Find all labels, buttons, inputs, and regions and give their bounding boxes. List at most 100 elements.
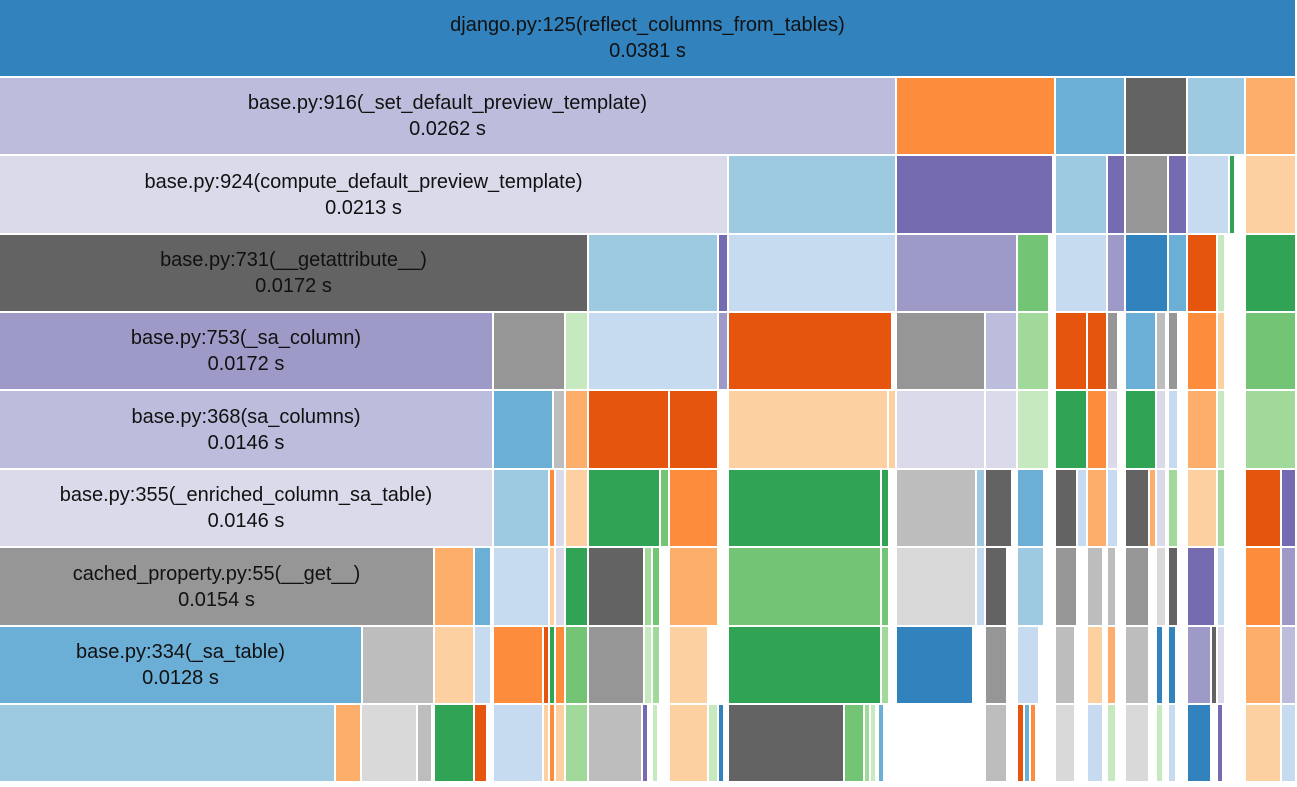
frame-block[interactable] [556, 705, 566, 783]
frame-block[interactable] [1126, 78, 1188, 156]
frame-block[interactable] [1218, 470, 1226, 548]
frame-block[interactable] [670, 548, 719, 627]
frame-block[interactable] [1188, 235, 1218, 313]
frame-block[interactable] [897, 313, 986, 391]
frame-block[interactable] [897, 627, 974, 705]
frame-block[interactable] [1218, 313, 1226, 391]
frame-block[interactable] [554, 391, 566, 470]
frame-block[interactable] [1169, 705, 1177, 783]
frame-block[interactable] [1188, 627, 1212, 705]
frame-getattribute[interactable]: base.py:731(__getattribute__) 0.0172 s [0, 235, 589, 313]
frame-block[interactable] [1157, 313, 1167, 391]
frame-reflect-columns-from-tables[interactable]: django.py:125(reflect_columns_from_table… [0, 0, 1297, 78]
frame-block[interactable] [661, 470, 670, 548]
frame-block[interactable] [1025, 705, 1031, 783]
frame-block[interactable] [1108, 156, 1126, 235]
frame-block[interactable] [1126, 705, 1150, 783]
frame-block[interactable] [475, 627, 492, 705]
frame-block[interactable] [1282, 548, 1297, 627]
frame-block[interactable] [845, 705, 865, 783]
frame-block[interactable] [589, 627, 645, 705]
frame-block[interactable] [1246, 156, 1297, 235]
frame-block[interactable] [897, 391, 986, 470]
frame-block[interactable] [556, 470, 566, 548]
frame-block[interactable] [882, 627, 890, 705]
frame-block[interactable] [589, 705, 643, 783]
frame-block[interactable] [719, 313, 729, 391]
frame-block[interactable] [0, 705, 336, 783]
frame-block[interactable] [1078, 470, 1088, 548]
frame-block[interactable] [729, 705, 845, 783]
frame-block[interactable] [977, 470, 986, 548]
frame-block[interactable] [1246, 313, 1297, 391]
frame-block[interactable] [882, 470, 890, 548]
frame-block[interactable] [1056, 627, 1076, 705]
frame-block[interactable] [986, 313, 1018, 391]
frame-block[interactable] [1157, 548, 1167, 627]
frame-block[interactable] [1056, 313, 1088, 391]
frame-block[interactable] [435, 548, 475, 627]
frame-block[interactable] [1188, 78, 1246, 156]
frame-block[interactable] [1018, 391, 1050, 470]
frame-block[interactable] [566, 627, 589, 705]
frame-block[interactable] [1108, 313, 1119, 391]
frame-block[interactable] [1056, 470, 1078, 548]
frame-block[interactable] [897, 235, 1018, 313]
frame-block[interactable] [1246, 705, 1282, 783]
frame-block[interactable] [494, 705, 544, 783]
frame-block[interactable] [653, 627, 661, 705]
frame-block[interactable] [1088, 705, 1104, 783]
frame-block[interactable] [879, 705, 885, 783]
frame-block[interactable] [1212, 627, 1218, 705]
frame-block[interactable] [1018, 313, 1050, 391]
frame-block[interactable] [589, 313, 719, 391]
frame-block[interactable] [729, 391, 889, 470]
frame-block[interactable] [566, 313, 589, 391]
frame-block[interactable] [729, 235, 897, 313]
frame-block[interactable] [1188, 470, 1218, 548]
frame-block[interactable] [556, 627, 566, 705]
frame-block[interactable] [1230, 156, 1236, 235]
frame-block[interactable] [589, 470, 661, 548]
frame-block[interactable] [1031, 705, 1037, 783]
frame-block[interactable] [494, 548, 550, 627]
frame-block[interactable] [1169, 156, 1188, 235]
frame-block[interactable] [1150, 470, 1157, 548]
frame-block[interactable] [729, 627, 882, 705]
frame-block[interactable] [544, 627, 550, 705]
frame-block[interactable] [1018, 548, 1045, 627]
frame-block[interactable] [729, 313, 893, 391]
frame-block[interactable] [475, 548, 492, 627]
frame-block[interactable] [1246, 548, 1282, 627]
frame-block[interactable] [1169, 235, 1188, 313]
frame-block[interactable] [1056, 78, 1126, 156]
frame-block[interactable] [1188, 156, 1230, 235]
frame-block[interactable] [556, 548, 566, 627]
frame-block[interactable] [435, 705, 475, 783]
frame-block[interactable] [1126, 313, 1157, 391]
frame-block[interactable] [1169, 470, 1179, 548]
frame-block[interactable] [1126, 548, 1150, 627]
frame-block[interactable] [336, 705, 362, 783]
frame-block[interactable] [643, 705, 649, 783]
frame-block[interactable] [719, 705, 725, 783]
frame-block[interactable] [1056, 548, 1078, 627]
frame-block[interactable] [871, 705, 877, 783]
frame-sa-table[interactable]: base.py:334(_sa_table) 0.0128 s [0, 627, 363, 705]
frame-block[interactable] [494, 391, 554, 470]
frame-block[interactable] [1246, 391, 1297, 470]
frame-block[interactable] [1157, 627, 1164, 705]
frame-block[interactable] [1188, 391, 1218, 470]
frame-block[interactable] [1246, 470, 1282, 548]
frame-block[interactable] [1126, 156, 1169, 235]
frame-block[interactable] [986, 705, 1008, 783]
frame-block[interactable] [1088, 470, 1108, 548]
frame-block[interactable] [1126, 235, 1169, 313]
frame-block[interactable] [1282, 705, 1297, 783]
frame-block[interactable] [494, 313, 566, 391]
frame-block[interactable] [670, 627, 709, 705]
frame-block[interactable] [1282, 627, 1297, 705]
frame-block[interactable] [1018, 470, 1045, 548]
frame-block[interactable] [1088, 548, 1104, 627]
frame-block[interactable] [1157, 705, 1164, 783]
